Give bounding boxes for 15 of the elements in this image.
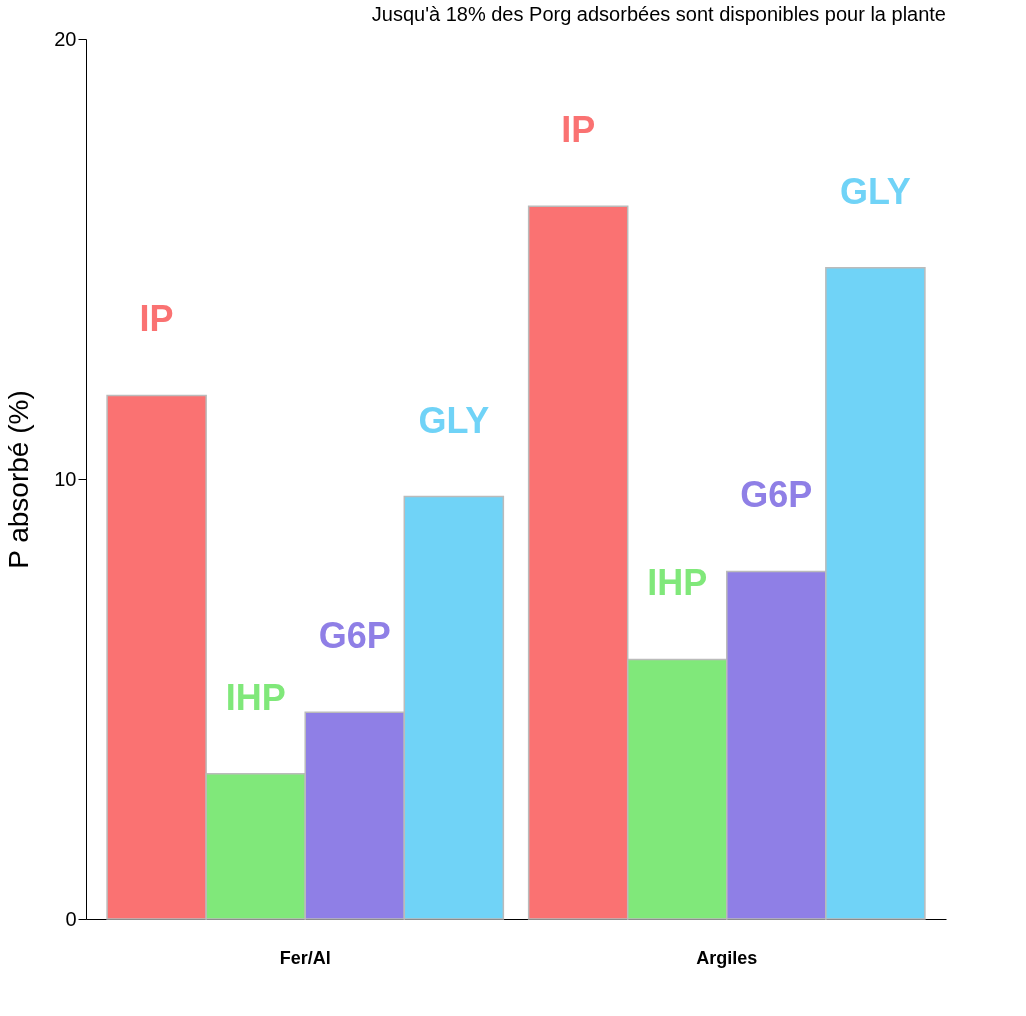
series-label: GLY [418, 399, 490, 441]
y-tick-label: 10 [54, 467, 77, 490]
x-tick-label: Argiles [696, 947, 758, 968]
series-label: G6P [318, 615, 391, 657]
chart-title: Jusqu'à 18% des Porg adsorbées sont disponibles pour la plante [371, 3, 946, 25]
text: GLY [840, 170, 911, 212]
text: IHP [647, 562, 708, 604]
text: G6P [740, 474, 813, 516]
y-tick-label: 20 [54, 27, 77, 50]
series-label: IHP [225, 676, 286, 718]
series-label: IP [139, 298, 174, 340]
text: IP [561, 109, 596, 151]
y-tick-label: 0 [65, 907, 77, 930]
x-tick-label: Fer/Al [279, 947, 331, 968]
y-axis-title: P absorbé (%) [3, 390, 35, 569]
